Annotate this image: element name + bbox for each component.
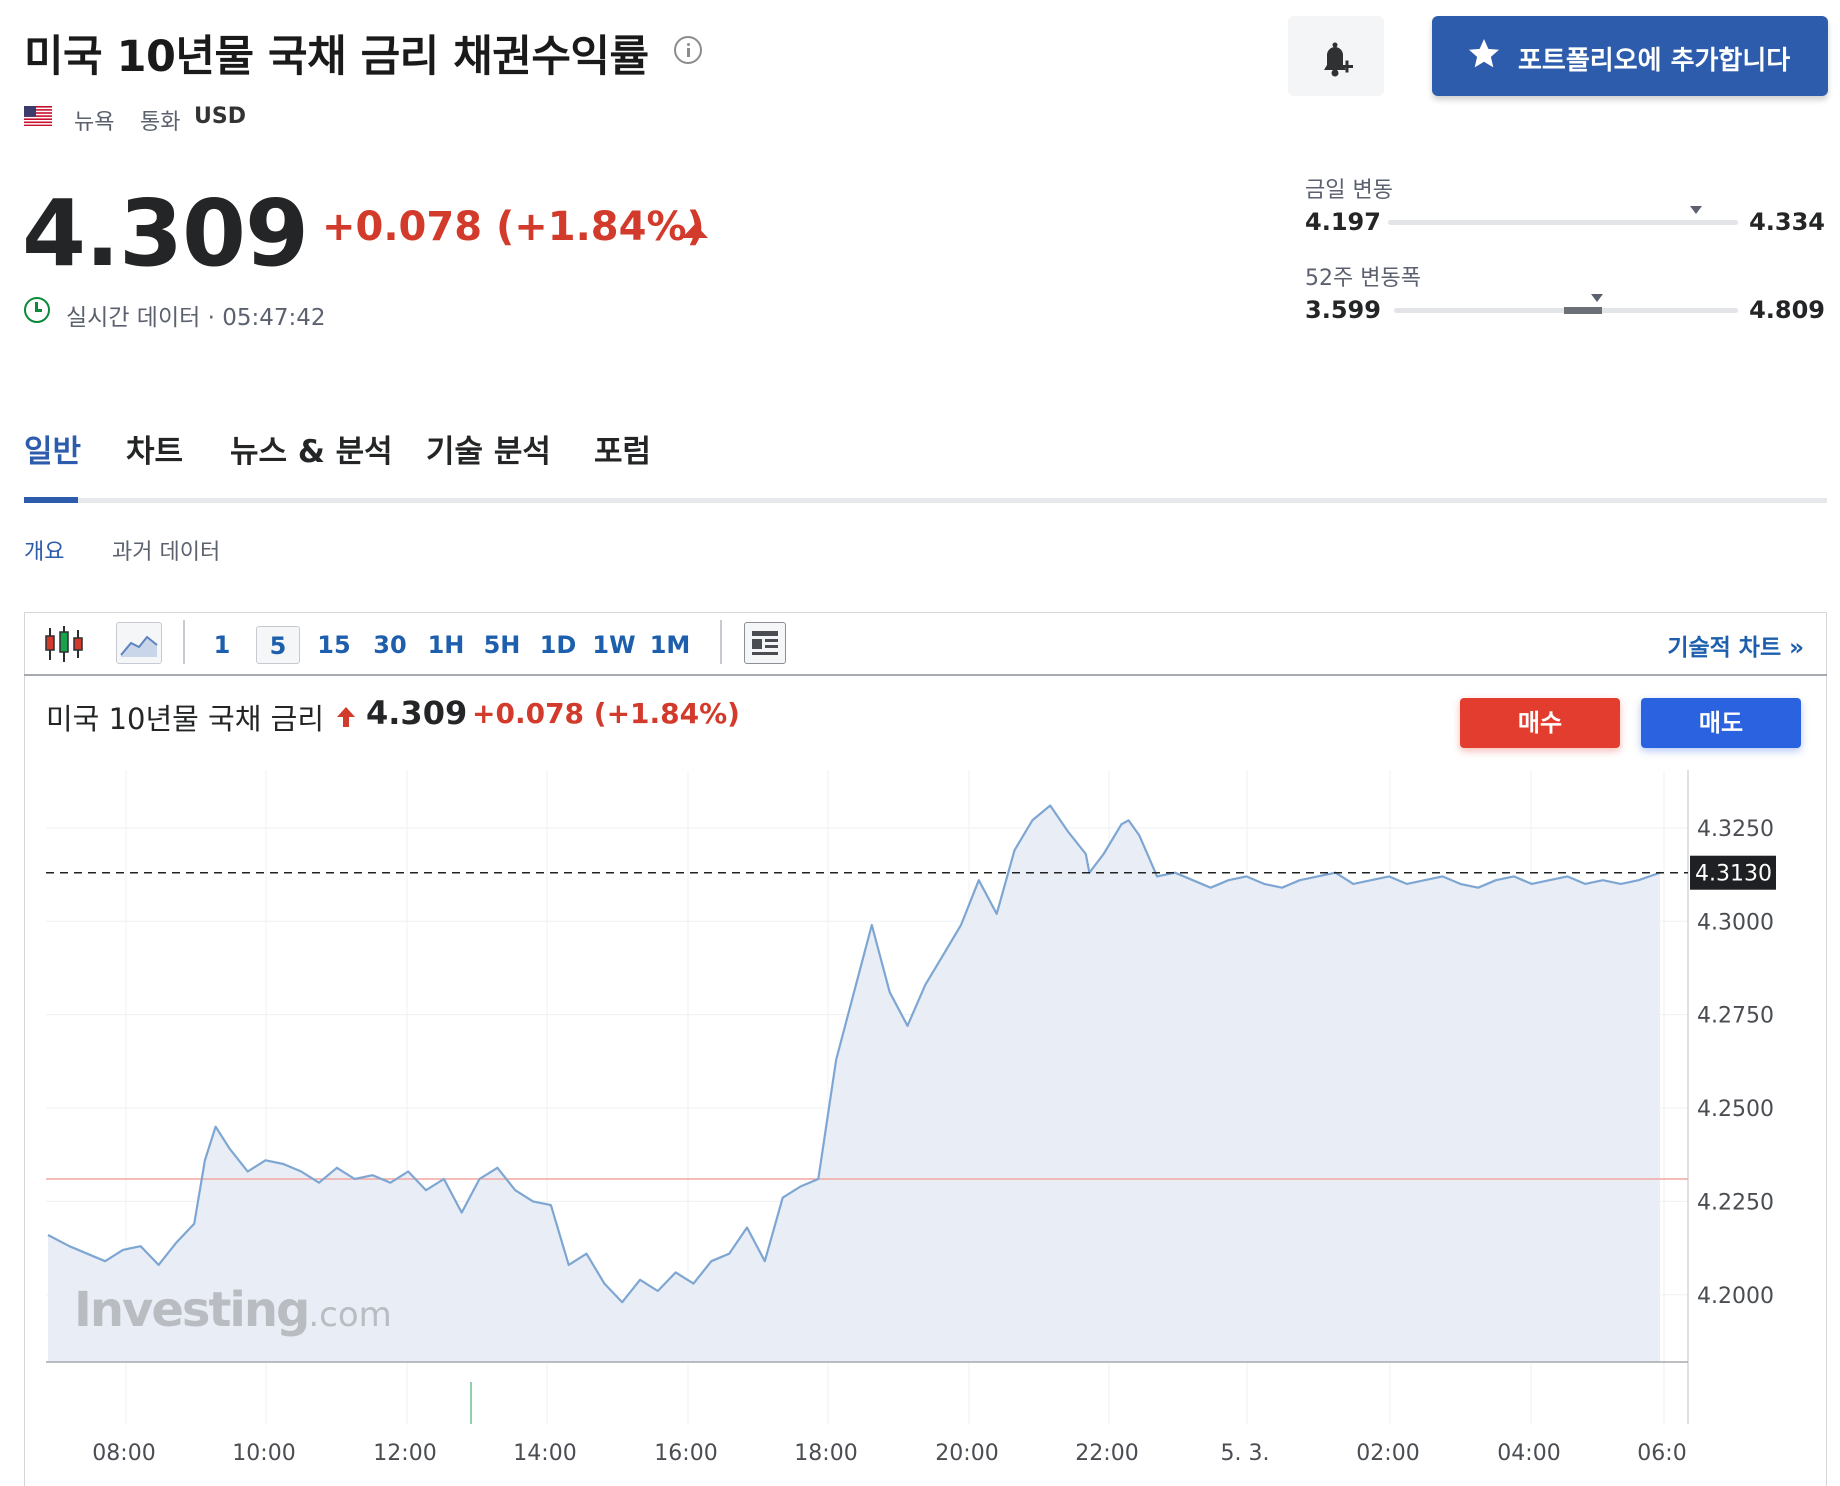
interval-30-button[interactable]: 30 — [373, 631, 407, 659]
tab-divider — [24, 498, 1827, 503]
clock-icon — [24, 297, 50, 323]
page-title: 미국 10년물 국채 금리 채권수익률 — [24, 32, 649, 82]
subtab-overview[interactable]: 개요 — [24, 540, 65, 565]
bell-plus-icon — [1324, 42, 1353, 77]
tab-chart[interactable]: 차트 — [126, 434, 184, 470]
add-to-portfolio-button[interactable]: 포트폴리오에 추가합니다 — [1432, 16, 1828, 96]
add-to-portfolio-label: 포트폴리오에 추가합니다 — [1518, 46, 1791, 76]
day-range-bar — [1388, 220, 1738, 225]
buy-button[interactable]: 매수 — [1460, 698, 1620, 748]
tab-general[interactable]: 일반 — [24, 434, 82, 470]
currency-label: 통화 — [140, 110, 181, 135]
chart-legend-price: 4.309 — [366, 694, 468, 732]
day-range-high: 4.334 — [1749, 208, 1825, 236]
realtime-timestamp: 실시간 데이터 · 05:47:42 — [66, 305, 326, 331]
toolbar-separator — [183, 620, 185, 664]
week52-range-fill — [1564, 307, 1602, 314]
interval-1m-button[interactable]: 1M — [649, 631, 691, 659]
tab-technical-analysis[interactable]: 기술 분석 — [426, 434, 551, 470]
interval-5h-button[interactable]: 5H — [483, 631, 521, 659]
add-alert-button[interactable] — [1288, 16, 1384, 96]
week52-range-low: 3.599 — [1305, 296, 1381, 324]
technical-chart-link[interactable]: 기술적 차트 » — [1667, 635, 1804, 661]
interval-5-button[interactable]: 5 — [256, 626, 300, 664]
week52-range-label: 52주 변동폭 — [1305, 266, 1421, 291]
interval-1-button[interactable]: 1 — [213, 631, 231, 659]
up-triangle-icon — [682, 224, 708, 238]
day-range-low: 4.197 — [1305, 208, 1381, 236]
news-layout-icon[interactable] — [744, 622, 786, 664]
toolbar-separator — [720, 620, 722, 664]
sell-button[interactable]: 매도 — [1641, 698, 1801, 748]
candlestick-chart-icon[interactable] — [44, 622, 84, 666]
chart-legend-name: 미국 10년물 국채 금리 — [46, 702, 324, 736]
interval-1d-button[interactable]: 1D — [539, 631, 577, 659]
tab-active-indicator — [24, 497, 78, 503]
week52-range-marker — [1590, 294, 1603, 302]
tab-news-analysis[interactable]: 뉴스 & 분석 — [230, 434, 393, 470]
tab-forum[interactable]: 포럼 — [594, 434, 652, 470]
interval-1h-button[interactable]: 1H — [427, 631, 465, 659]
up-arrow-icon — [337, 707, 355, 727]
day-range-marker — [1690, 206, 1702, 214]
currency-value: USD — [194, 104, 246, 129]
chart-panel — [24, 612, 1827, 1486]
info-icon[interactable] — [674, 36, 702, 64]
last-price: 4.309 — [22, 180, 309, 287]
day-range-label: 금일 변동 — [1305, 178, 1393, 203]
week52-range-high: 4.809 — [1749, 296, 1825, 324]
price-change: +0.078 (+1.84%) — [322, 204, 705, 250]
us-flag-icon — [24, 106, 52, 126]
chart-legend-change: +0.078 (+1.84%) — [472, 697, 740, 730]
interval-15-button[interactable]: 15 — [317, 631, 351, 659]
interval-1w-button[interactable]: 1W — [592, 631, 636, 659]
area-chart-icon[interactable] — [116, 622, 162, 664]
star-icon — [1469, 39, 1499, 68]
toolbar-divider — [24, 674, 1827, 676]
subtab-historical-data[interactable]: 과거 데이터 — [112, 540, 221, 565]
exchange-city: 뉴욕 — [74, 110, 115, 135]
